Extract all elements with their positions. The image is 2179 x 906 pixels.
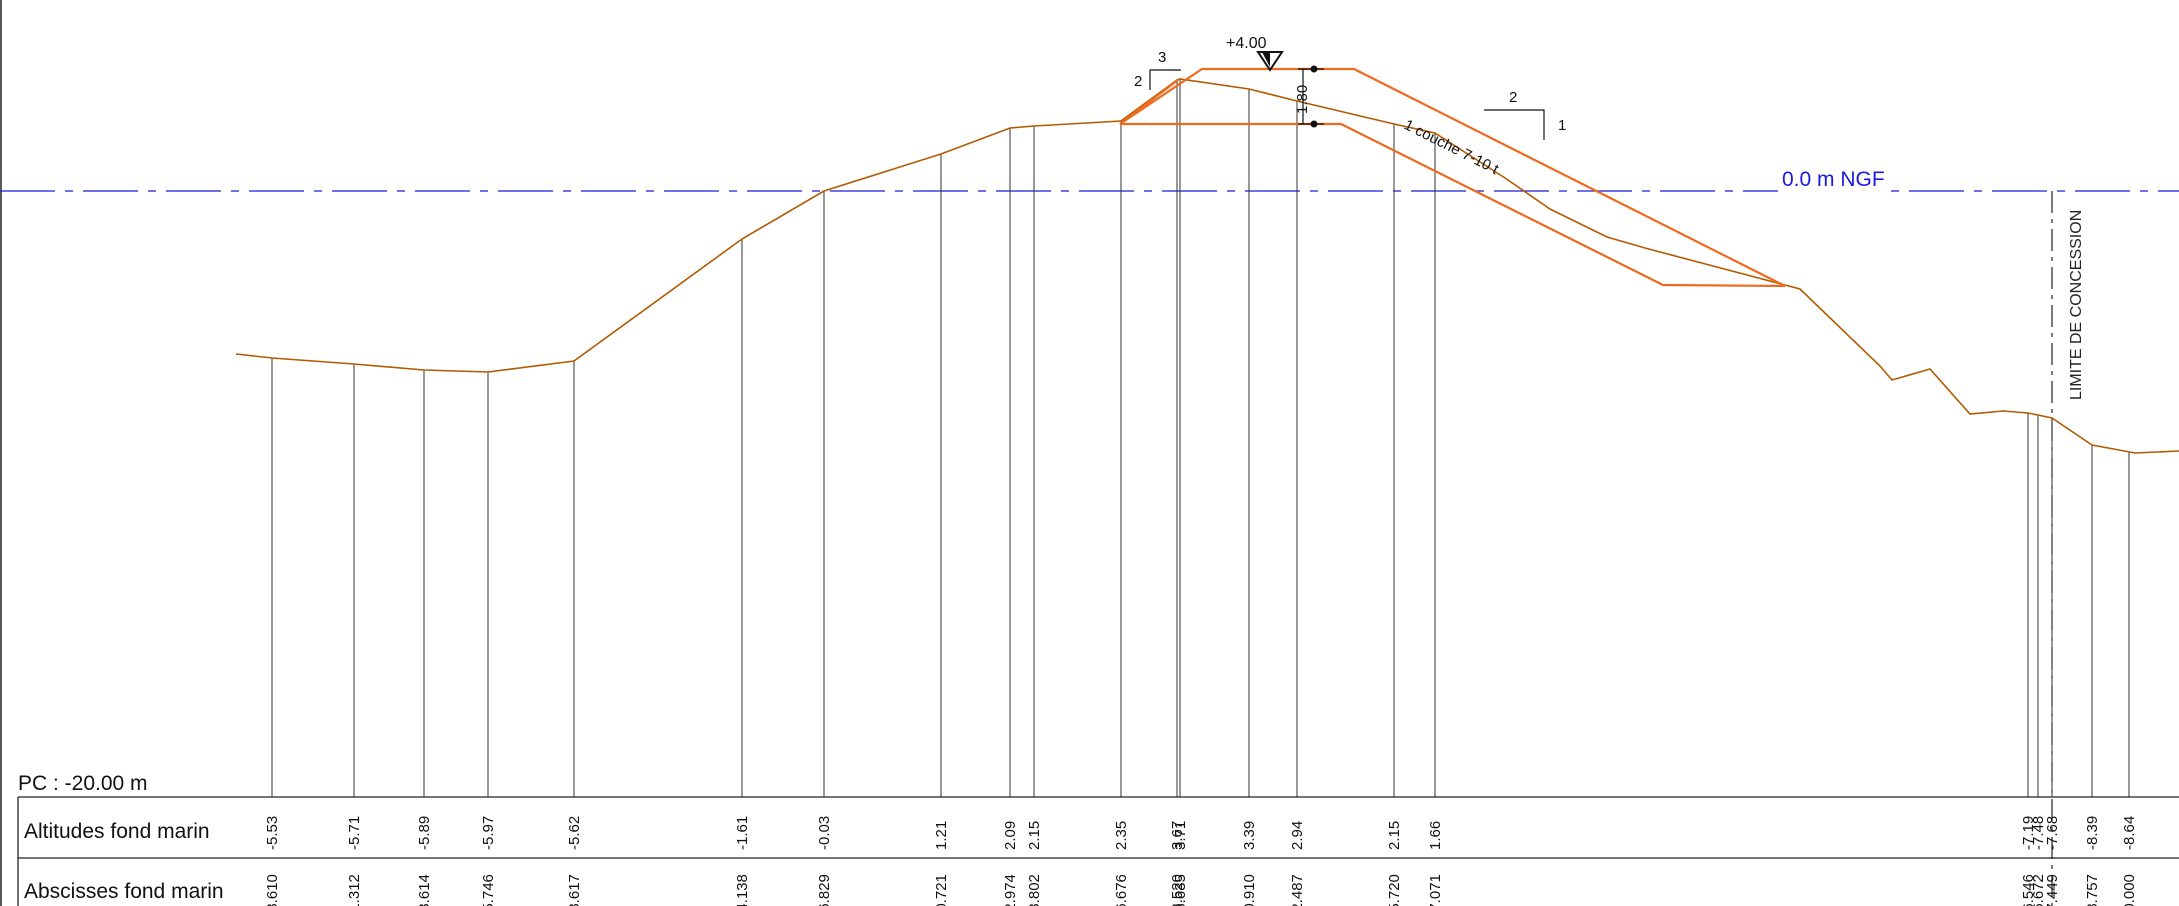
altitude-value: -8.39 — [2084, 816, 2101, 850]
altitude-value: -5.71 — [346, 816, 363, 850]
altitude-value: 3.67 — [1169, 821, 1186, 850]
abscisse-value: 52.487 — [1289, 874, 1306, 906]
abscisse-value: 40.721 — [933, 874, 950, 906]
altitude-value: 2.15 — [1026, 821, 1043, 850]
abscisse-value: 23.614 — [416, 874, 433, 906]
slope-right-h: 2 — [1509, 89, 1517, 106]
thickness-point-bottom — [1310, 120, 1318, 128]
abscisse-value: 76.546 — [2020, 874, 2037, 906]
abscisse-value: 76.672 — [2030, 874, 2047, 906]
altitude-value: 2.94 — [1289, 821, 1306, 850]
abscisse-value: 48.635 — [1172, 874, 1189, 906]
station-lines — [271, 79, 2130, 797]
table-row-label-altitudes: Altitudes fond marin — [24, 820, 210, 843]
slope-left-v: 2 — [1134, 73, 1142, 90]
altitude-value: 2.35 — [1113, 821, 1130, 850]
abscisse-value: 55.720 — [1386, 874, 1403, 906]
slope-left-marker — [1149, 69, 1181, 90]
abscisse-value: 46.676 — [1113, 874, 1130, 906]
concession-limit-label: LIMITE DE CONCESSION — [2068, 210, 2085, 400]
armour-layer-label: 1 couche 7-10 t — [1401, 116, 1502, 178]
altitude-value: -7.19 — [2020, 816, 2037, 850]
abscisse-value: 42.974 — [1002, 874, 1019, 906]
abscisse-value: 78.757 — [2084, 874, 2101, 906]
abscisse-value: 28.617 — [566, 874, 583, 906]
altitude-value: -5.89 — [416, 816, 433, 850]
abscisse-value: 48.520 — [1169, 874, 1186, 906]
crest-level-label: +4.00 — [1226, 35, 1267, 52]
altitude-value: 3.71 — [1172, 821, 1189, 850]
datum-label: 0.0 m NGF — [1782, 168, 1885, 191]
thickness-label: 1.80 — [1294, 85, 1311, 114]
abscisse-value: 18.610 — [264, 874, 281, 906]
altitude-value: -5.53 — [264, 816, 281, 850]
altitude-value: -8.64 — [2121, 816, 2138, 850]
abscisse-value: 50.910 — [1241, 874, 1258, 906]
abscisse-value: 57.071 — [1427, 874, 1444, 906]
slope-left-h: 3 — [1158, 49, 1166, 66]
abscisse-value: 21.312 — [346, 874, 363, 906]
datum-label-mask — [1778, 160, 1886, 194]
table-values: -5.53 18.610 -5.71 21.312 -5.89 23.614 -5.97 25… — [264, 816, 2138, 906]
seabed-profile — [235, 78, 2179, 454]
abscisse-value: 77.449 — [2044, 874, 2061, 906]
altitude-value: 3.39 — [1241, 821, 1258, 850]
abscisse-value: 25.746 — [480, 874, 497, 906]
altitude-value: -7.68 — [2044, 816, 2061, 850]
abscisse-value: 34.138 — [734, 874, 751, 906]
reference-plane-label: PC : -20.00 m — [18, 772, 148, 795]
altitude-value: -5.62 — [566, 816, 583, 850]
abscisse-value: 43.802 — [1026, 874, 1043, 906]
altitude-value: -5.97 — [480, 816, 497, 850]
altitude-value: 1.21 — [933, 821, 950, 850]
abscisse-value: 36.829 — [816, 874, 833, 906]
water-level-fill-icon — [1262, 52, 1270, 67]
thickness-point-top — [1310, 65, 1318, 73]
breakwater-core-slope — [1119, 79, 1179, 125]
altitude-value: -0.03 — [816, 816, 833, 850]
slope-right-v: 1 — [1558, 117, 1566, 134]
altitude-value: 2.15 — [1386, 821, 1403, 850]
slope-right-marker — [1484, 109, 1545, 140]
altitude-value: -7.48 — [2030, 816, 2047, 850]
abscisse-value: 80.000 — [2121, 874, 2138, 906]
breakwater-outer-outline — [1119, 67, 1786, 288]
altitude-value: 2.09 — [1002, 821, 1019, 850]
altitude-value: 1.66 — [1427, 821, 1444, 850]
altitude-value: -1.61 — [734, 816, 751, 850]
table-row-label-abscisses: Abscisses fond marin — [24, 880, 224, 903]
